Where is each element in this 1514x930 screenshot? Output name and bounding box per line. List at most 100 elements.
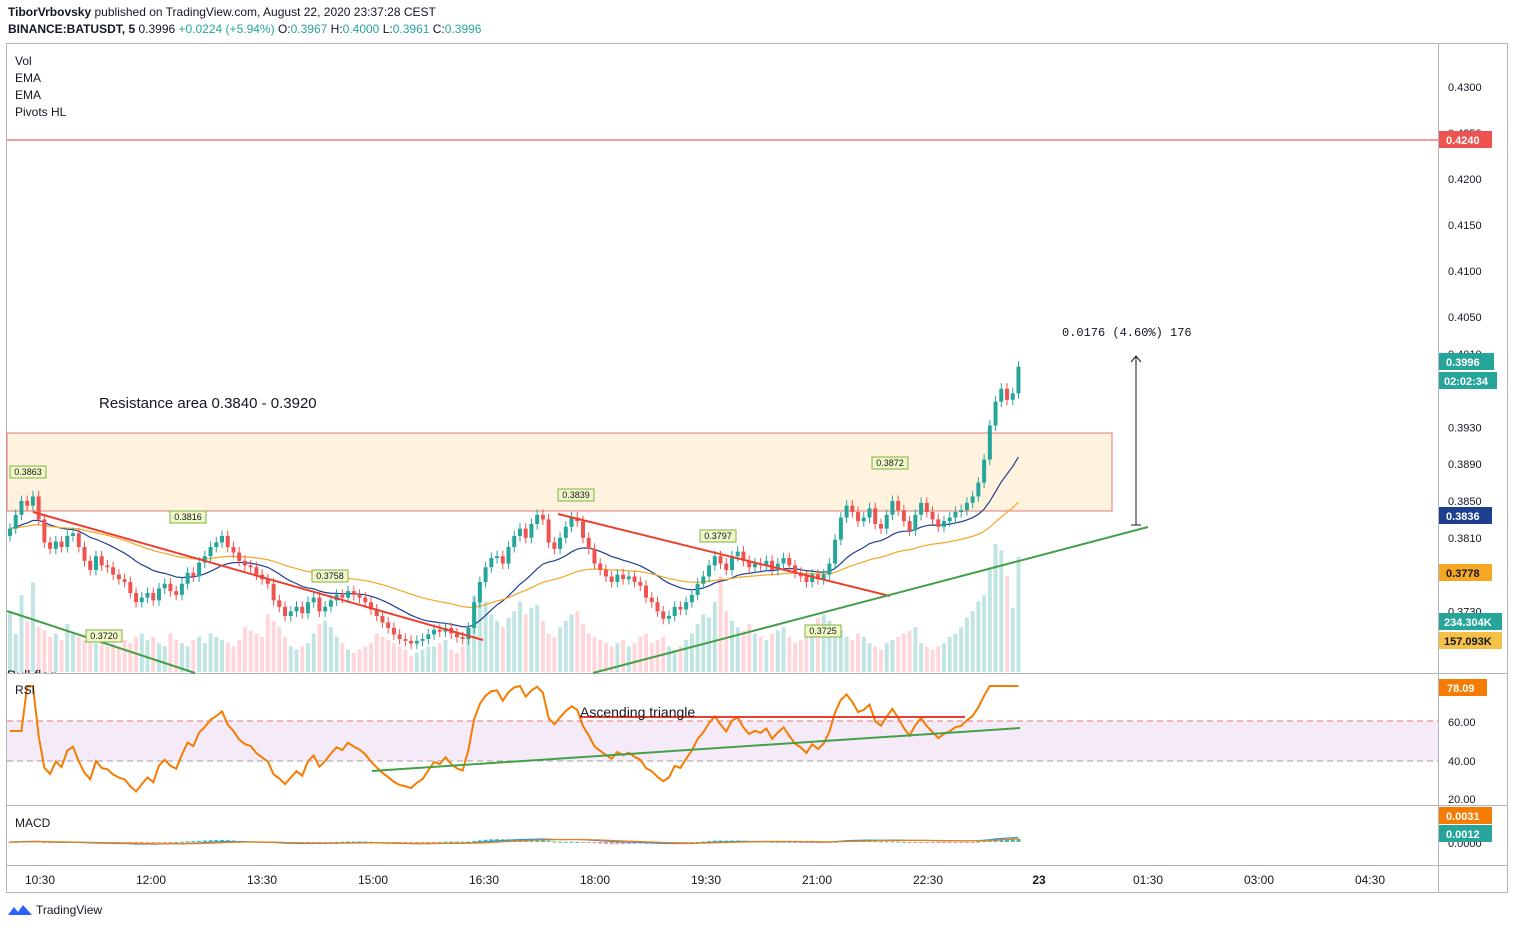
indicator-ema-2[interactable]: EMA xyxy=(15,88,42,102)
candle-body xyxy=(426,634,431,639)
macd-pane-label[interactable]: MACD xyxy=(15,816,51,830)
rsi-pane-label[interactable]: RSI xyxy=(15,683,36,697)
volume-bar xyxy=(540,620,545,672)
macd-hist-bar xyxy=(970,842,975,843)
volume-bar xyxy=(30,582,35,672)
macd-hist-bar xyxy=(432,842,437,843)
volume-ma-badge: 157.093K xyxy=(1439,632,1502,649)
volume-bar xyxy=(414,652,419,672)
candle-body xyxy=(283,606,288,616)
macd-hist-bar xyxy=(924,842,929,843)
pivot-label: 0.3758 xyxy=(316,571,344,581)
symbol-name[interactable]: BINANCE:BATUSDT, 5 xyxy=(8,22,136,36)
candle-body xyxy=(844,505,849,518)
candle-body xyxy=(111,567,116,575)
triangle-lower-trendline[interactable] xyxy=(592,526,1149,674)
candle-body xyxy=(638,581,643,586)
macd-hist-bar xyxy=(443,841,448,843)
candle-body xyxy=(128,581,133,593)
price-tick: 0.4050 xyxy=(1448,312,1482,324)
pivot-label-box xyxy=(804,624,842,638)
candle-body xyxy=(380,616,385,623)
volume-bar xyxy=(741,630,746,672)
macd-value-badge: 0.0031 xyxy=(1439,807,1492,824)
macd-hist-bar xyxy=(707,841,712,843)
rsi-tick-20: 20.00 xyxy=(1448,794,1476,806)
candle-body xyxy=(718,556,723,564)
macd-hist-bar xyxy=(346,841,351,843)
candle-body xyxy=(351,591,356,595)
candle-body xyxy=(76,533,81,547)
volume-bar xyxy=(363,646,368,672)
candle-body xyxy=(552,542,557,549)
volume-bar xyxy=(901,633,906,672)
volume-bar xyxy=(477,582,482,672)
candle-body xyxy=(764,560,769,566)
candle-body xyxy=(214,542,219,547)
volume-bar xyxy=(42,630,47,672)
volume-bar xyxy=(59,640,64,672)
candle-body xyxy=(724,563,729,570)
macd-hist-bar xyxy=(191,841,196,843)
price-badge-ema-fast: 0.3836 xyxy=(1439,507,1492,524)
candle-body xyxy=(672,606,677,616)
price-badge-resistance: 0.4240 xyxy=(1439,131,1492,148)
macd-hist-bar xyxy=(878,841,883,843)
price-range-measure[interactable] xyxy=(1130,355,1142,526)
macd-hist-bar xyxy=(128,842,133,844)
low-value: 0.3961 xyxy=(392,22,430,36)
time-tick: 19:30 xyxy=(691,873,721,887)
svg-text:02:02:34: 02:02:34 xyxy=(1444,376,1489,388)
macd-hist-bar xyxy=(185,841,190,843)
macd-hist-bar xyxy=(787,841,792,843)
macd-hist-bar xyxy=(134,842,139,844)
volume-bar xyxy=(764,640,769,672)
volume-bar xyxy=(890,640,895,672)
volume-bar xyxy=(529,608,534,672)
volume-bar xyxy=(71,633,76,672)
macd-hist-bar xyxy=(913,842,918,843)
volume-bar xyxy=(48,636,53,672)
volume-bar xyxy=(179,643,184,672)
indicator-pivots[interactable]: Pivots HL xyxy=(15,105,67,119)
macd-hist-bar xyxy=(901,841,906,843)
candle-body xyxy=(913,514,918,531)
candle-body xyxy=(437,629,442,632)
candle-body xyxy=(88,560,93,570)
candle-body xyxy=(890,501,895,515)
candle-body xyxy=(420,639,425,641)
time-tick: 04:30 xyxy=(1355,873,1385,887)
candle-body xyxy=(947,517,952,522)
candle-body xyxy=(116,574,121,580)
candle-body xyxy=(815,574,820,580)
volume-bar xyxy=(351,652,356,672)
volume-bar xyxy=(632,643,637,672)
ema-fast-line xyxy=(9,456,1019,628)
candle-body xyxy=(300,606,305,614)
candle-body xyxy=(454,633,459,638)
high-value: 0.4000 xyxy=(342,22,380,36)
macd-hist-bar xyxy=(174,841,179,843)
candle-body xyxy=(621,574,626,580)
triangle-upper-trendline[interactable] xyxy=(557,513,891,597)
volume-bar xyxy=(684,640,689,672)
bull-flag-upper-trendline[interactable] xyxy=(32,511,484,641)
volume-bar xyxy=(346,649,351,672)
candle-body xyxy=(747,560,752,568)
volume-bar xyxy=(678,646,683,672)
candle-body xyxy=(202,556,207,563)
volume-bar xyxy=(156,643,161,672)
candle-body xyxy=(386,622,391,628)
candle-body xyxy=(409,640,414,644)
volume-bar xyxy=(242,627,247,672)
price-axis-ticks: 0.43000.42500.42000.41500.41000.40500.40… xyxy=(1448,82,1482,618)
indicator-ema-1[interactable]: EMA xyxy=(15,71,42,85)
publisher-name[interactable]: TiborVrbovsky xyxy=(8,5,92,19)
volume-bar xyxy=(495,620,500,672)
tradingview-brand[interactable]: TradingView xyxy=(8,903,102,917)
indicator-vol[interactable]: Vol xyxy=(15,54,32,68)
rsi-triangle-support[interactable] xyxy=(371,727,1021,772)
macd-hist-bar xyxy=(477,840,482,842)
macd-histogram-badge: 0.0012 xyxy=(1439,825,1492,842)
